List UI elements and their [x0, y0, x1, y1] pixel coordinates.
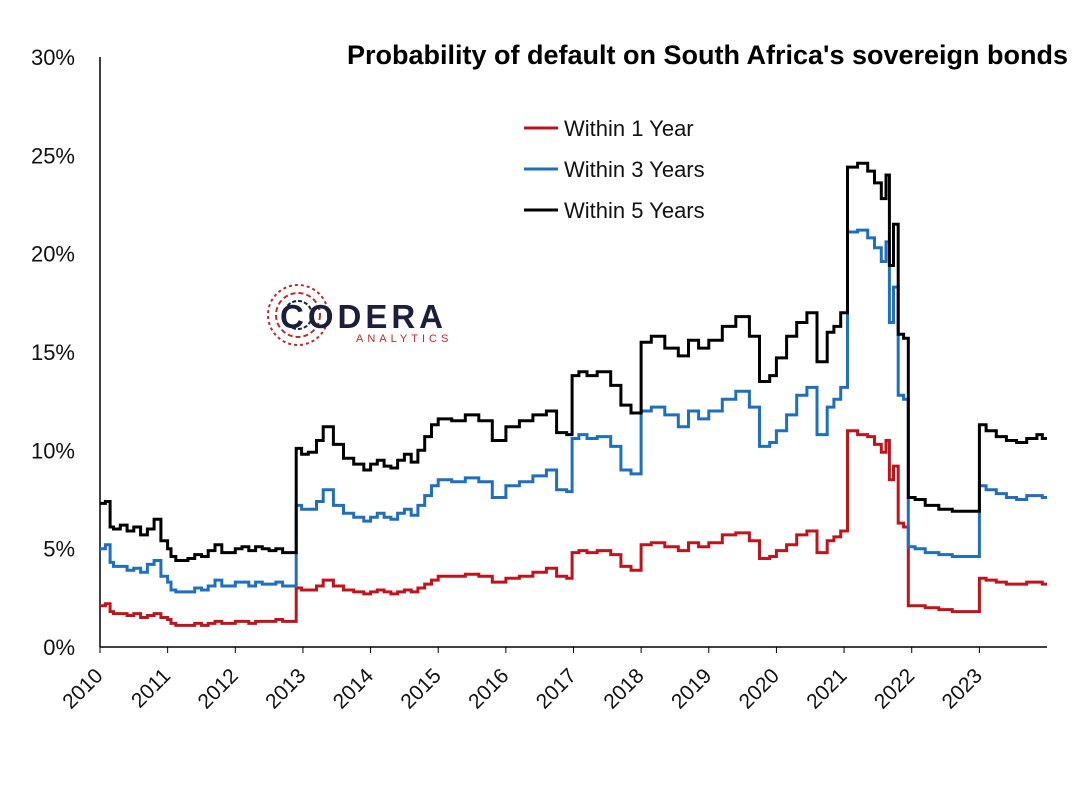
series-line-3 [100, 161, 1047, 562]
legend-label: Within 3 Years [564, 157, 705, 182]
legend: Within 1 Year Within 3 Years Within 5 Year… [524, 116, 705, 223]
y-tick-label: 30% [31, 45, 75, 70]
y-tick-label: 15% [31, 340, 75, 365]
x-tick-label: 2015 [396, 664, 445, 713]
x-tick-label: 2018 [599, 664, 648, 713]
series-layer [100, 161, 1047, 627]
axes: 0% 5% 10% 15% 20% 25% 30% 2010 2011 2012 2013 2014 2… [31, 45, 1047, 714]
y-tick-label: 10% [31, 438, 75, 463]
x-tick-label: 2011 [127, 664, 175, 712]
logo-subtitle: ANALYTICS [356, 333, 452, 345]
legend-label: Within 1 Year [564, 116, 694, 141]
y-tick-label: 25% [31, 143, 75, 168]
x-tick-label: 2023 [938, 664, 987, 713]
x-tick-label: 2014 [329, 664, 379, 714]
x-tick-label: 2013 [261, 664, 310, 713]
series-line-2 [100, 228, 1047, 594]
logo-wordmark: CODERA [280, 298, 447, 335]
x-tick-label: 2010 [58, 664, 107, 713]
x-tick-label: 2019 [667, 664, 716, 713]
x-tick-label: 2016 [464, 664, 513, 713]
y-tick-label: 0% [43, 635, 75, 660]
x-tick-label: 2021 [802, 664, 851, 713]
legend-label: Within 5 Years [564, 198, 705, 223]
x-tick-label: 2020 [735, 664, 784, 713]
x-tick-label: 2012 [194, 664, 243, 713]
y-tick-label: 20% [31, 242, 75, 267]
logo-mark-icon [267, 284, 329, 346]
series-line-1 [100, 429, 1047, 627]
chart-title: Probability of default on South Africa's… [347, 40, 1068, 70]
codera-logo: CODERA ANALYTICS [267, 284, 452, 346]
x-tick-label: 2022 [870, 664, 919, 713]
y-tick-label: 5% [43, 537, 75, 562]
x-tick-label: 2017 [532, 664, 581, 713]
